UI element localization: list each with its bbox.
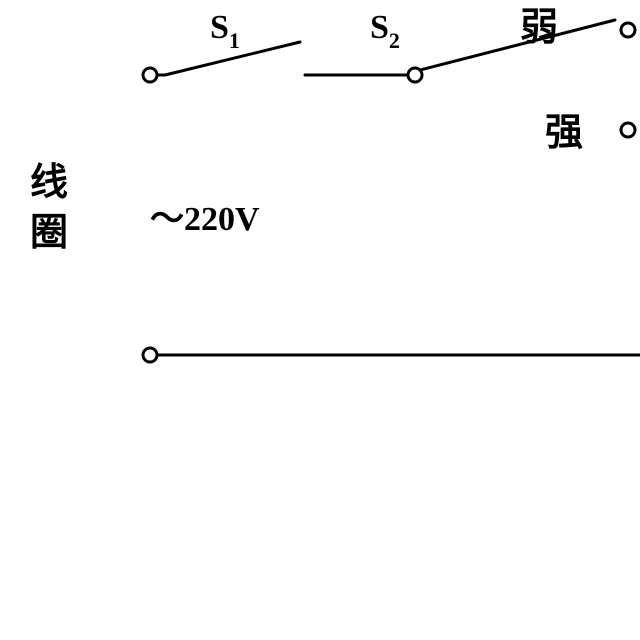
terminal-bottom-left [143, 348, 157, 362]
label-side-line2: 圈 [30, 212, 68, 254]
label-weak: 弱 [520, 7, 558, 49]
terminal-strong [621, 123, 635, 137]
terminal-s2-pivot [408, 68, 422, 82]
label-voltage: ～220V [150, 201, 260, 238]
terminal-weak [621, 23, 635, 37]
switch-s2-blade [420, 20, 615, 70]
label-s1: S1 [210, 9, 240, 53]
terminal-top-left [143, 68, 157, 82]
label-side-line1: 线 [30, 162, 68, 204]
label-s2: S2 [370, 9, 400, 53]
label-strong: 强 [545, 112, 583, 154]
